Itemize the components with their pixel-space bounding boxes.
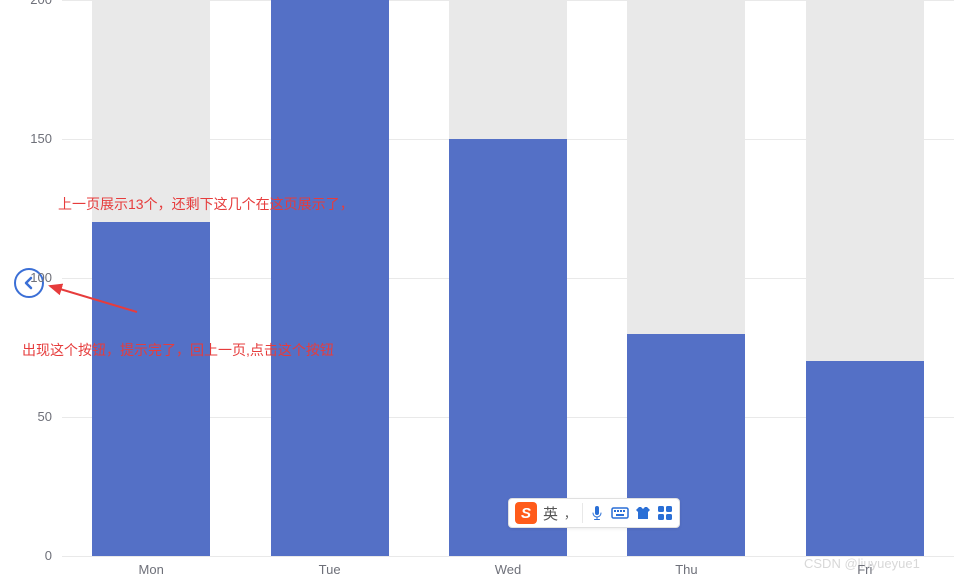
y-axis-tick: 0 [0,548,52,563]
sogou-logo-icon: S [515,502,537,524]
ime-separator [582,503,583,523]
bar [806,361,924,556]
ime-punct-indicator[interactable]: ， [564,505,576,522]
note-top: 上一页展示13个，还剩下这几个在这页展示了， [58,194,354,214]
x-axis-tick: Thu [656,562,716,577]
y-axis-tick: 100 [0,270,52,285]
bar [92,222,210,556]
chart-plot [62,0,954,556]
toolbox-icon[interactable] [657,505,673,521]
bar [449,139,567,556]
microphone-icon[interactable] [589,505,605,521]
note-bottom: 出现这个按钮，提示完了，回上一页,点击这个按钮 [22,340,334,360]
ime-language-label[interactable]: 英 [543,503,558,524]
svg-text:S: S [521,505,531,522]
x-axis-tick: Tue [300,562,360,577]
x-axis-tick: Mon [121,562,181,577]
y-axis-tick: 150 [0,131,52,146]
ime-toolbar[interactable]: S 英 ， [508,498,680,528]
x-axis-tick: Fri [835,562,895,577]
keyboard-icon[interactable] [611,505,629,521]
y-axis-tick: 50 [0,409,52,424]
x-axis-tick: Wed [478,562,538,577]
y-axis-tick: 200 [0,0,52,7]
bar [271,0,389,556]
skin-icon[interactable] [635,505,651,521]
